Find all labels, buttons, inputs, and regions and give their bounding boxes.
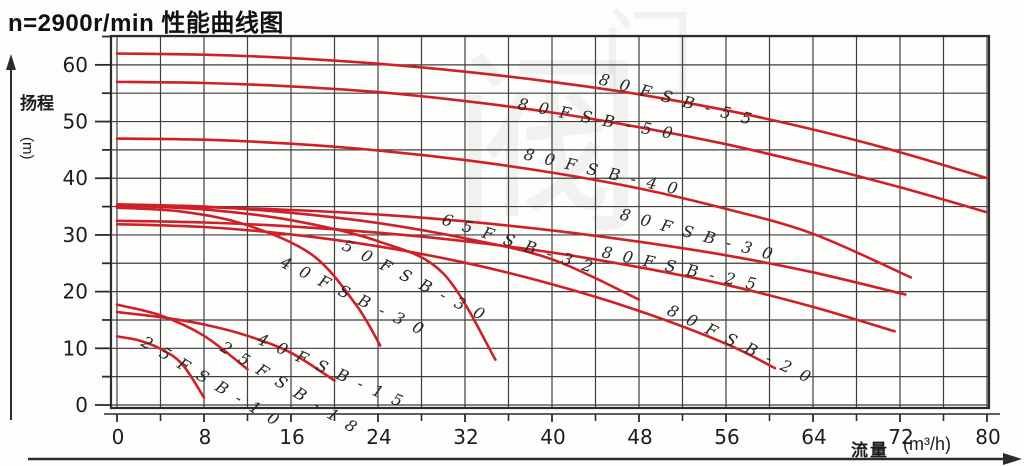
curve-25FSB-18 — [115, 303, 249, 371]
plot-frame — [109, 34, 991, 410]
y-tick-label: 30 — [63, 223, 88, 247]
y-tick-label: 40 — [63, 166, 88, 190]
curve-80FSB-50 — [115, 80, 989, 214]
y-tick-label: 20 — [63, 280, 88, 304]
x-axis-arrow-head — [1003, 453, 1022, 465]
x-tick-label: 24 — [366, 425, 391, 449]
curve-80FSB-40 — [115, 137, 913, 279]
x-tick-label: 32 — [453, 425, 478, 449]
y-tick-label: 60 — [63, 53, 88, 77]
y-axis-label-head: 扬程 — [20, 94, 54, 113]
y-axis-unit-m: (m) — [19, 137, 36, 160]
x-tick-label: 56 — [714, 425, 739, 449]
x-tick-label: 40 — [540, 425, 565, 449]
chart-title: n=2900r/min 性能曲线图 — [8, 10, 284, 37]
y-axis-arrow-head — [6, 54, 16, 70]
curve-40FSB-15 — [115, 310, 336, 382]
curve-label-80FSB-20: 80FSB-20 — [664, 301, 824, 392]
curve-label-40FSB-30: 40FSB-30 — [276, 252, 436, 343]
x-tick-label: 0 — [112, 425, 125, 449]
y-tick-label: 10 — [63, 336, 88, 360]
x-tick-label: 72 — [888, 425, 913, 449]
curve-25FSB-10 — [115, 335, 206, 399]
x-tick-label: 48 — [627, 425, 652, 449]
y-tick-label: 0 — [75, 393, 88, 417]
y-tick-label: 50 — [63, 110, 88, 134]
curve-40FSB-30 — [115, 206, 382, 347]
curve-50FSB-30 — [115, 204, 497, 361]
curve-80FSB-20 — [115, 222, 777, 370]
x-tick-label: 8 — [199, 425, 212, 449]
x-axis-unit-m3h: (m³/h) — [903, 434, 951, 454]
x-tick-label: 80 — [975, 425, 1000, 449]
curve-80FSB-55 — [115, 52, 989, 180]
curve-65FSB-32 — [115, 203, 641, 301]
x-axis-label-flow: 流量 — [851, 441, 889, 460]
x-tick-label: 64 — [801, 425, 826, 449]
x-tick-label: 16 — [279, 425, 304, 449]
